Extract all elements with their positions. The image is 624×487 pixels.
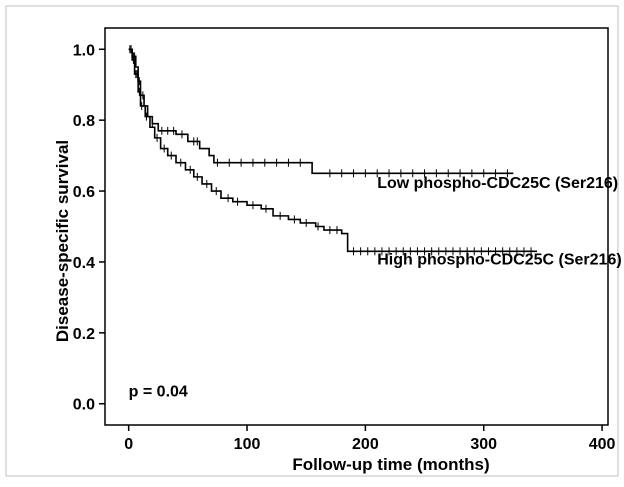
y-tick-label: 1.0 [73, 42, 95, 59]
x-axis-label: Follow-up time (months) [292, 455, 489, 474]
x-tick-label: 100 [234, 436, 261, 453]
outer-border [5, 5, 619, 477]
p-value-annotation: p = 0.04 [129, 384, 188, 401]
y-tick-label: 0.0 [73, 397, 95, 414]
y-tick-label: 0.6 [73, 184, 95, 201]
y-axis-label: Disease-specific survival [53, 140, 72, 342]
plot-area-border [104, 27, 609, 426]
series-label-2: High phospho-CDC25C (Ser216) [377, 251, 621, 268]
x-tick-label: 300 [470, 436, 497, 453]
y-tick-label: 0.4 [73, 255, 95, 272]
x-tick-label: 200 [352, 436, 379, 453]
x-tick-label: 0 [124, 436, 133, 453]
y-tick-label: 0.8 [73, 113, 95, 130]
series-line-2 [128, 48, 537, 253]
x-tick-label: 400 [589, 436, 616, 453]
series-line-1 [128, 48, 514, 175]
y-tick-label: 0.2 [73, 326, 95, 343]
series-label-1: Low phospho-CDC25C (Ser216) [377, 175, 618, 192]
